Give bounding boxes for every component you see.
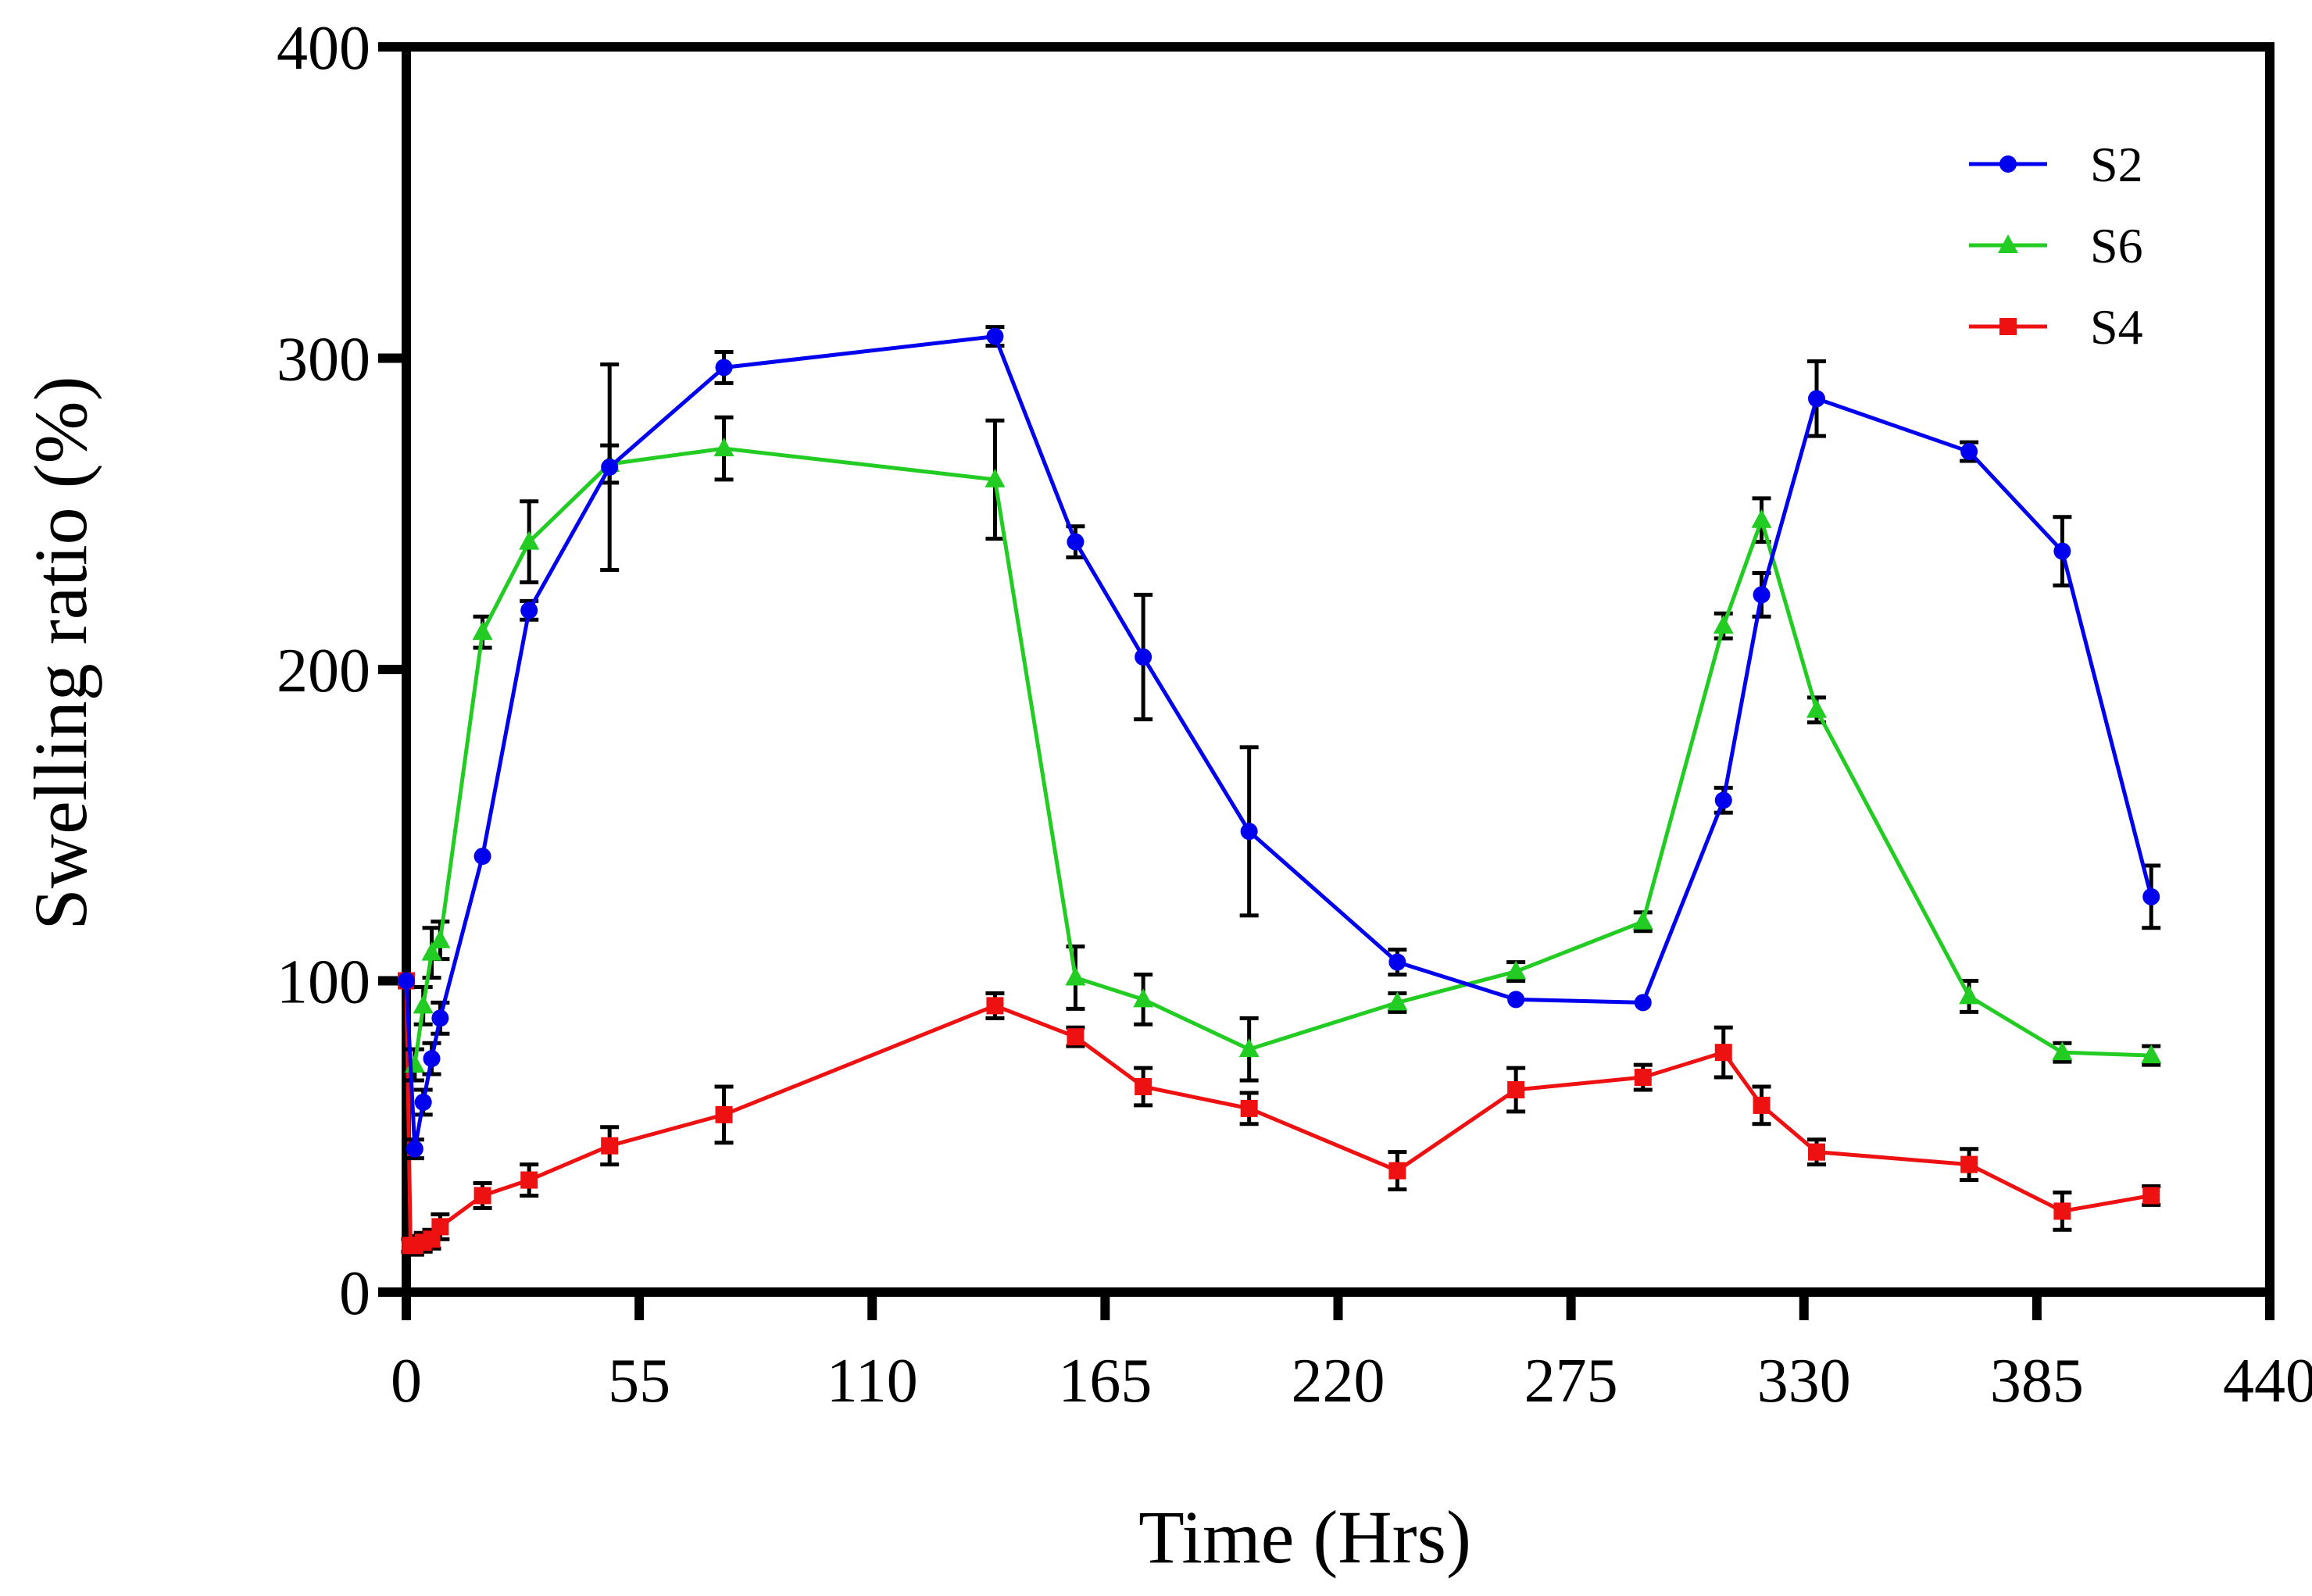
data-point-s2 [1714,791,1732,809]
x-tick-label: 110 [827,1347,918,1416]
x-tick-label: 275 [1524,1347,1618,1416]
data-point-s4 [1753,1096,1771,1114]
data-point-s6 [1959,985,1980,1005]
data-point-s2 [1240,823,1258,841]
data-point-s4 [986,997,1004,1015]
data-point-s2 [2142,887,2160,905]
data-point-s4 [1960,1155,1978,1173]
data-point-s6 [1806,698,1828,718]
legend-item-s4: S4 [1969,299,2143,355]
data-point-s2 [1135,648,1152,666]
x-tick-label: 165 [1058,1347,1152,1416]
data-point-s2 [1808,390,1826,408]
data-point-s6 [1713,615,1734,634]
data-point-s4 [1240,1099,1258,1117]
y-tick-label: 0 [339,1259,370,1328]
data-point-s2 [986,327,1004,345]
data-point-s6 [472,621,493,641]
x-tick-label: 385 [1990,1347,2084,1416]
legend-marker-s2 [1999,155,2017,173]
data-point-s4 [1135,1077,1152,1095]
x-tick-label: 440 [2223,1347,2312,1416]
legend-item-s2: S2 [1969,137,2143,192]
data-point-s6 [430,929,451,948]
data-point-s2 [1960,443,1978,461]
data-point-s2 [398,972,415,990]
data-point-s2 [1753,586,1771,604]
data-point-s6 [2052,1041,2073,1061]
data-point-s2 [715,359,733,377]
x-tick-label: 0 [391,1347,422,1416]
data-point-s4 [431,1218,449,1236]
series-line-s2 [404,334,2153,1151]
x-tick-label: 220 [1292,1347,1385,1416]
series-s2 [398,325,2161,1161]
data-point-s4 [1388,1162,1406,1180]
data-point-s4 [2142,1187,2160,1205]
series-line-s4 [404,980,2152,1248]
data-point-s6 [1238,1038,1260,1058]
data-point-s4 [601,1137,619,1155]
x-tick-label: 55 [608,1347,670,1416]
data-point-s2 [406,1140,423,1158]
data-point-s2 [601,458,619,476]
data-point-s6 [2141,1044,2162,1064]
series-s4 [398,972,2161,1257]
data-point-s6 [421,941,442,961]
data-point-s6 [713,437,734,457]
data-point-s2 [2053,542,2071,560]
data-point-s4 [715,1105,733,1123]
data-point-s4 [1067,1028,1085,1046]
x-axis-title: Time (Hrs) [1138,1495,1471,1579]
y-tick-label: 300 [277,326,370,395]
data-point-s2 [1067,533,1085,551]
data-point-s4 [1634,1069,1652,1087]
data-point-s6 [1506,960,1527,980]
data-point-s4 [1507,1080,1525,1098]
y-tick-label: 200 [277,637,370,705]
series-s6 [404,415,2162,1083]
data-point-s4 [1808,1143,1826,1161]
data-point-s6 [1632,910,1653,930]
data-point-s4 [520,1171,538,1189]
plot-frame [402,42,2274,1297]
data-point-s4 [473,1187,491,1205]
data-point-s6 [1751,509,1772,528]
legend-label-s2: S2 [2090,137,2143,192]
data-point-s2 [1634,994,1652,1012]
data-point-s4 [1714,1044,1732,1062]
x-tick-label: 330 [1757,1347,1851,1416]
data-point-s6 [1065,966,1086,986]
legend-item-s6: S6 [1969,218,2143,273]
data-point-s6 [984,468,1006,487]
data-point-s2 [414,1093,432,1111]
legend-label-s4: S4 [2090,299,2143,355]
data-point-s2 [431,1009,449,1027]
data-point-s2 [473,848,491,866]
data-point-s2 [520,602,538,619]
data-point-s6 [1387,991,1408,1011]
legend: S2 S6 S4 [1969,137,2143,355]
series-line-s6 [413,446,2152,1066]
data-point-s6 [1133,988,1154,1008]
y-tick-label: 400 [277,14,370,83]
data-point-s6 [519,530,540,550]
data-point-s6 [413,994,434,1014]
data-point-s2 [1388,953,1406,971]
y-axis-title: Swelling ratio (%) [19,376,102,930]
legend-marker-s4 [1999,318,2017,335]
legend-label-s6: S6 [2090,218,2143,273]
legend-marker-s6 [1998,234,2018,253]
data-point-s2 [423,1050,441,1068]
data-point-s2 [1507,991,1525,1009]
y-tick-label: 100 [277,948,370,1017]
data-point-s4 [2053,1202,2071,1220]
